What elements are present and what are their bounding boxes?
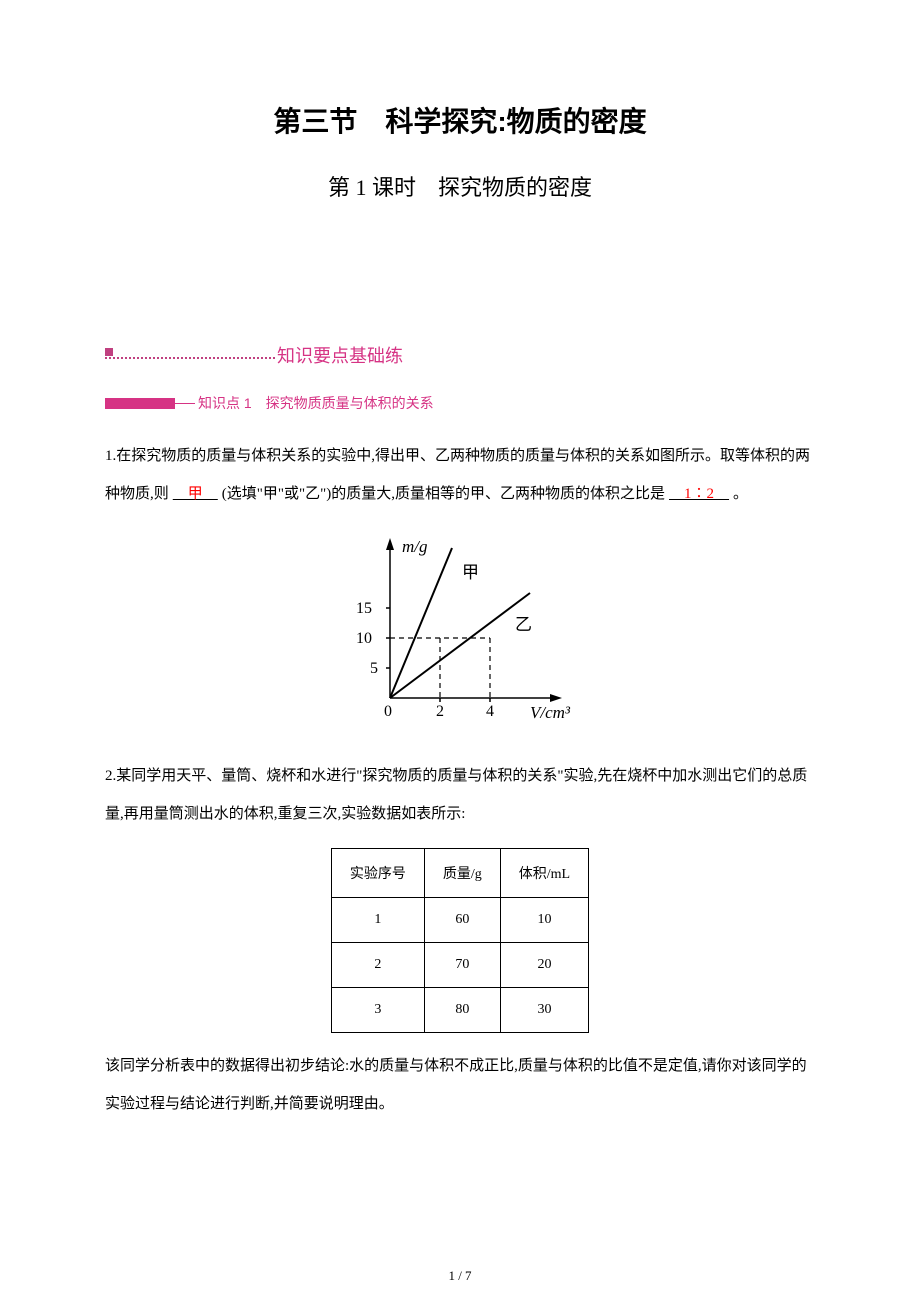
x-axis-label: V/cm³	[530, 703, 571, 722]
table-cell: 70	[424, 943, 500, 988]
line-a-label: 甲	[462, 563, 479, 582]
table-header: 质量/g	[424, 849, 500, 898]
ytick-5: 5	[370, 660, 378, 677]
y-axis-label: m/g	[402, 537, 428, 556]
knowledge-point-header: 知识点 1 探究物质质量与体积的关系	[105, 393, 815, 413]
table-cell: 60	[424, 898, 500, 943]
table-header: 实验序号	[331, 849, 424, 898]
table-cell: 10	[500, 898, 588, 943]
question-2-tail: 该同学分析表中的数据得出初步结论:水的质量与体积不成正比,质量与体积的比值不是定…	[105, 1048, 815, 1123]
table-cell: 1	[331, 898, 424, 943]
table-header: 体积/mL	[500, 849, 588, 898]
table-cell: 3	[331, 988, 424, 1033]
table-cell: 30	[500, 988, 588, 1033]
section-header: 知识要点基础练	[105, 342, 815, 368]
q1-mid: (选填"甲"或"乙")的质量大,质量相等的甲、乙两种物质的体积之比是	[222, 486, 665, 502]
table-cell: 2	[331, 943, 424, 988]
xtick-0: 0	[384, 703, 392, 720]
ytick-15: 15	[356, 600, 372, 617]
q1-answer-1: 甲	[169, 486, 222, 502]
page-number: 1 / 7	[0, 1268, 920, 1284]
kp-decor-bar	[105, 398, 195, 409]
table-header-row: 实验序号 质量/g 体积/mL	[331, 849, 588, 898]
q1-answer-2: 1∶2	[665, 486, 733, 502]
question-1: 1.在探究物质的质量与体积关系的实验中,得出甲、乙两种物质的质量与体积的关系如图…	[105, 438, 815, 513]
table-row: 1 60 10	[331, 898, 588, 943]
q1-suffix: 。	[733, 486, 748, 502]
section-decor-bar	[105, 348, 275, 362]
section-title: 知识要点基础练	[277, 342, 403, 368]
table-cell: 20	[500, 943, 588, 988]
section-title-main: 第三节 科学探究:物质的密度	[105, 100, 815, 140]
kp-title: 知识点 1 探究物质质量与体积的关系	[198, 393, 434, 413]
table-cell: 80	[424, 988, 500, 1033]
line-b-label: 乙	[515, 615, 532, 634]
xtick-4: 4	[486, 703, 494, 720]
experiment-data-table: 实验序号 质量/g 体积/mL 1 60 10 2 70 20 3 80 30	[331, 848, 589, 1033]
section-title-sub: 第 1 课时 探究物质的密度	[105, 170, 815, 202]
table-row: 2 70 20	[331, 943, 588, 988]
xtick-2: 2	[436, 703, 444, 720]
mass-volume-chart: 5 10 15 0 2 4 m/g V/cm³ 甲 乙	[105, 528, 815, 733]
question-2: 2.某同学用天平、量筒、烧杯和水进行"探究物质的质量与体积的关系"实验,先在烧杯…	[105, 758, 815, 833]
ytick-10: 10	[356, 630, 372, 647]
table-row: 3 80 30	[331, 988, 588, 1033]
